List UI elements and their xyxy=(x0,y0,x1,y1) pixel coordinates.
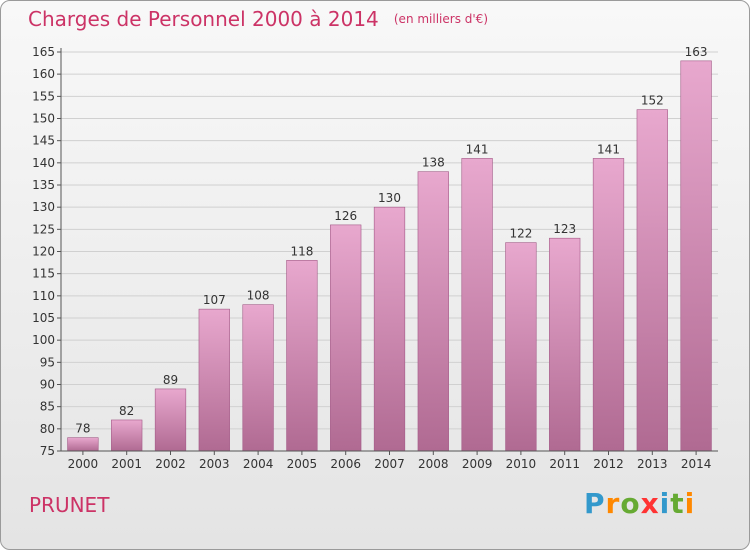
proxiti-logo: Proxiti xyxy=(584,487,695,520)
bar-value-label: 107 xyxy=(203,293,226,307)
x-tick-label: 2003 xyxy=(199,457,230,471)
bar-value-label: 123 xyxy=(553,222,576,236)
y-tick-label: 165 xyxy=(32,45,55,59)
logo-letter: i xyxy=(659,487,671,520)
x-tick-label: 2011 xyxy=(549,457,580,471)
x-tick-label: 2005 xyxy=(287,457,318,471)
x-tick-label: 2004 xyxy=(243,457,274,471)
bar-value-label: 130 xyxy=(378,191,401,205)
bar-value-label: 163 xyxy=(685,45,708,59)
bar xyxy=(592,158,625,452)
y-tick-label: 120 xyxy=(32,245,55,259)
y-tick-label: 125 xyxy=(32,222,55,236)
y-tick-label: 100 xyxy=(32,333,55,347)
y-tick-label: 95 xyxy=(40,355,55,369)
y-tick-label: 155 xyxy=(32,89,55,103)
bar xyxy=(330,224,362,452)
bar xyxy=(461,158,493,452)
bar xyxy=(111,419,143,452)
chart-title-main: Charges de Personnel 2000 à 2014 xyxy=(28,7,379,31)
y-tick-label: 160 xyxy=(32,67,55,81)
bar-value-label: 152 xyxy=(641,94,664,108)
bar xyxy=(505,242,537,452)
bar-value-label: 141 xyxy=(597,142,620,156)
y-tick-label: 75 xyxy=(40,444,55,458)
logo-letter: r xyxy=(605,487,621,520)
logo-letter: o xyxy=(620,487,641,520)
bar-value-label: 122 xyxy=(509,227,532,241)
y-tick-label: 105 xyxy=(32,311,55,325)
bar-value-label: 138 xyxy=(422,156,445,170)
bar-value-label: 108 xyxy=(247,289,270,303)
y-tick-label: 140 xyxy=(32,156,55,170)
bar xyxy=(154,388,187,452)
y-tick-label: 115 xyxy=(32,267,55,281)
y-tick-label: 80 xyxy=(40,422,55,436)
x-tick-label: 2012 xyxy=(593,457,624,471)
x-tick-label: 2010 xyxy=(506,457,537,471)
y-tick-label: 135 xyxy=(32,178,55,192)
y-tick-label: 110 xyxy=(32,289,55,303)
y-tick-label: 90 xyxy=(40,378,55,392)
y-tick-label: 145 xyxy=(32,134,55,148)
bar-value-label: 82 xyxy=(119,404,134,418)
bar xyxy=(286,260,318,452)
x-tick-label: 2013 xyxy=(637,457,668,471)
logo-letter: P xyxy=(584,487,606,520)
label-layer: 75 80 85 90 95 100 105 110 115 120 125 130 135 140 145… xyxy=(32,45,711,471)
y-tick-label: 150 xyxy=(32,112,55,126)
logo-letter: x xyxy=(640,487,660,520)
x-tick-label: 2009 xyxy=(462,457,493,471)
axis-layer xyxy=(57,48,718,455)
x-tick-label: 2000 xyxy=(68,457,99,471)
logo-letter: i xyxy=(684,487,696,520)
bar-value-label: 126 xyxy=(334,209,357,223)
chart-title: Charges de Personnel 2000 à 2014 (en mil… xyxy=(28,7,488,31)
commune-name: PRUNET xyxy=(29,493,110,517)
bar-value-label: 141 xyxy=(466,142,489,156)
chart-title-unit: (en milliers d'€) xyxy=(393,12,488,26)
bar xyxy=(680,60,712,452)
logo-letter: t xyxy=(670,487,685,520)
bar-layer xyxy=(67,60,712,452)
y-tick-label: 85 xyxy=(40,400,55,414)
x-tick-label: 2002 xyxy=(155,457,186,471)
x-tick-label: 2008 xyxy=(418,457,449,471)
y-tick-label: 130 xyxy=(32,200,55,214)
bar xyxy=(636,109,668,452)
bar xyxy=(67,437,99,452)
x-tick-label: 2014 xyxy=(681,457,712,471)
x-tick-label: 2001 xyxy=(111,457,142,471)
bar-value-label: 118 xyxy=(290,244,313,258)
bar xyxy=(373,206,406,452)
x-tick-label: 2006 xyxy=(330,457,361,471)
bar xyxy=(242,304,274,452)
bar-value-label: 78 xyxy=(75,422,90,436)
bar xyxy=(417,171,449,452)
x-tick-label: 2007 xyxy=(374,457,405,471)
bar xyxy=(549,237,581,452)
bar-value-label: 89 xyxy=(163,373,178,387)
bar xyxy=(198,308,230,452)
